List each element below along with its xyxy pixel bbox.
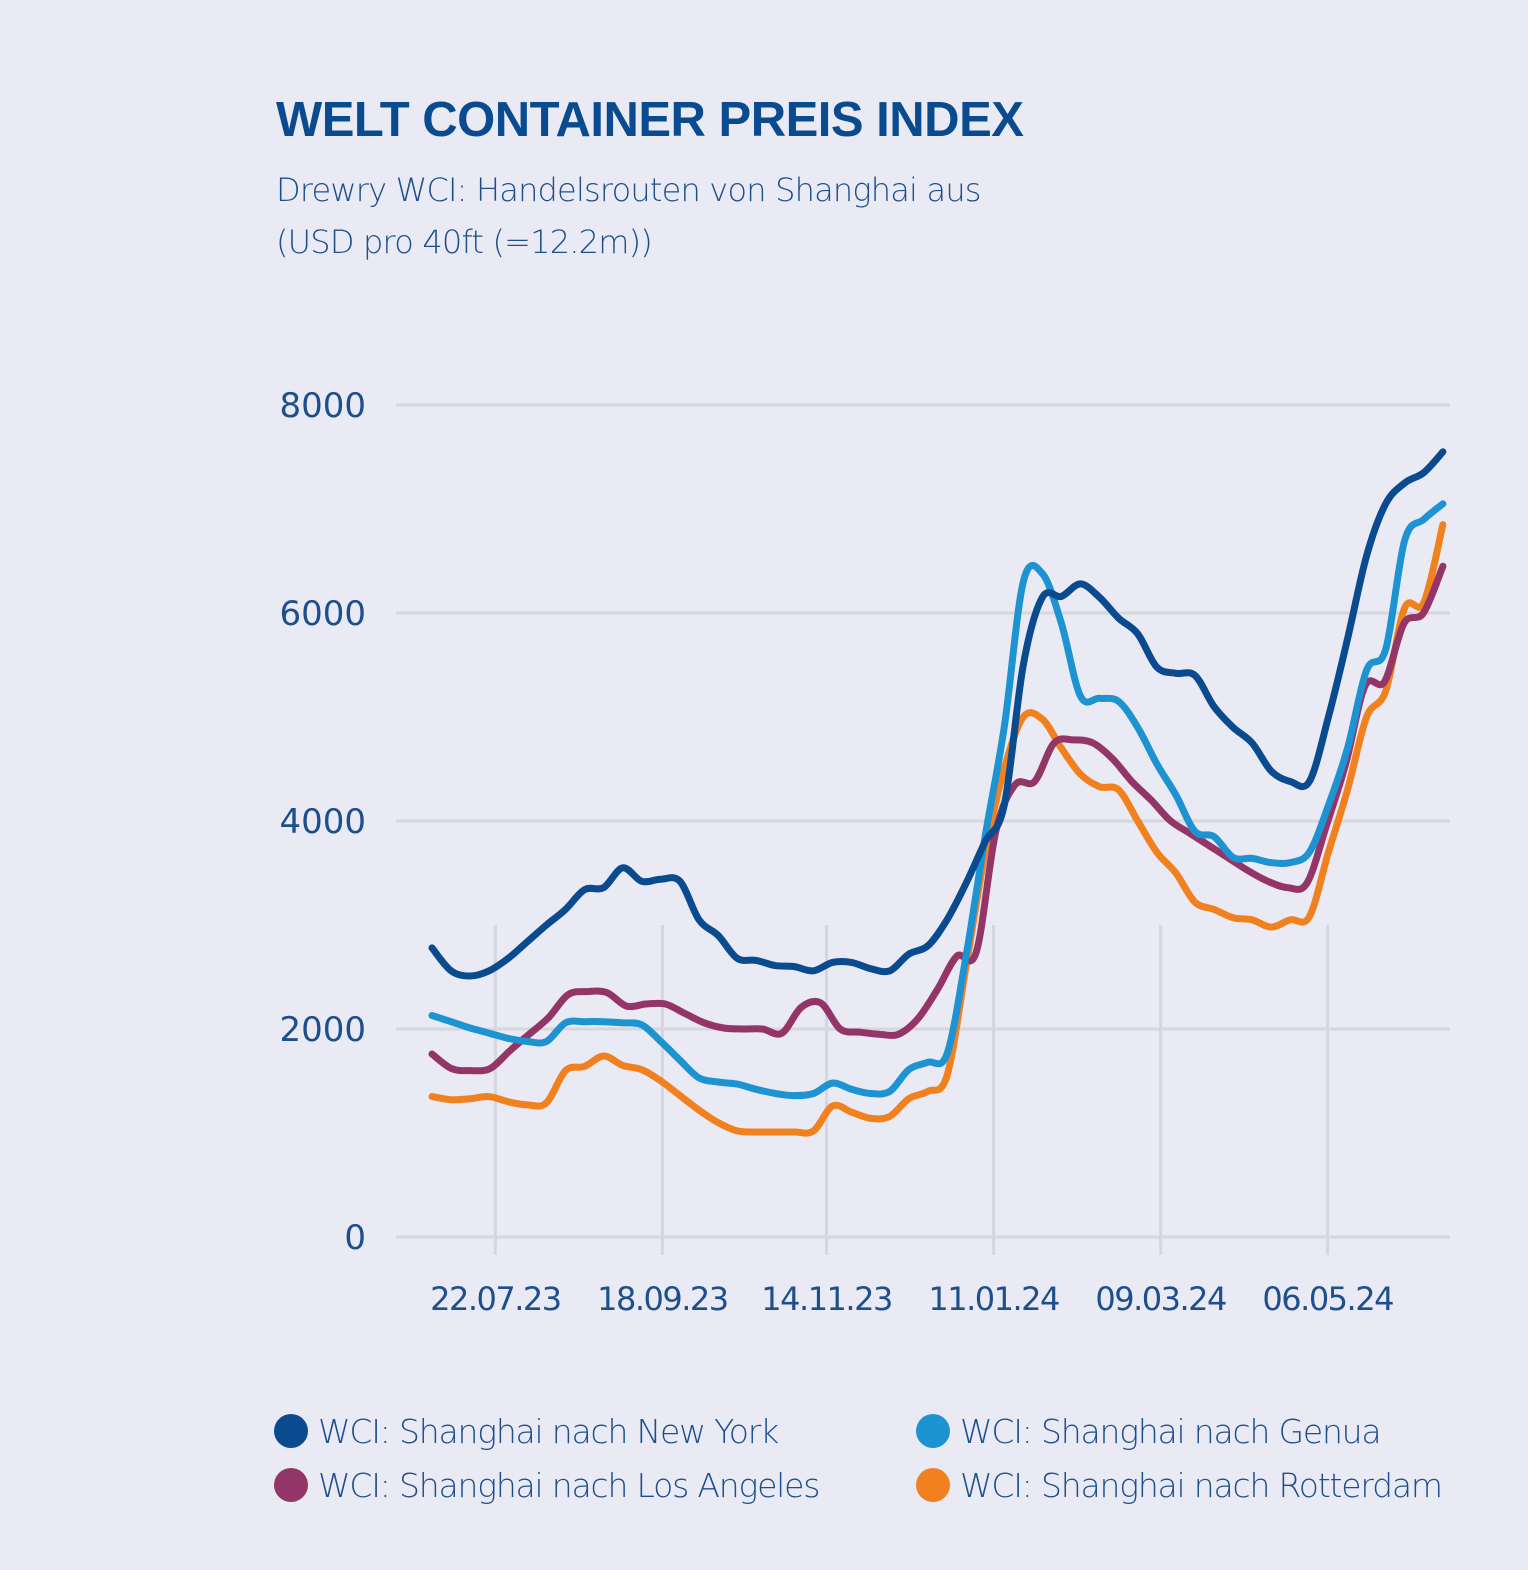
chart-subtitle: Drewry WCI: Handelsrouten von Shanghai a… xyxy=(276,164,981,268)
legend-item-genua[interactable]: WCI: Shanghai nach Genua xyxy=(916,1410,1516,1452)
y-tick-label: 8000 xyxy=(279,386,366,426)
horizontal-gridlines xyxy=(396,403,1450,1239)
x-tick-label: 22.07.23 xyxy=(430,1280,561,1318)
circle-icon xyxy=(916,1414,950,1448)
legend-item-rotterdam[interactable]: WCI: Shanghai nach Rotterdam xyxy=(916,1464,1516,1506)
legend-label: WCI: Shanghai nach New York xyxy=(318,1411,779,1451)
legend-item-new-york[interactable]: WCI: Shanghai nach New York xyxy=(274,1410,916,1452)
y-tick-label: 2000 xyxy=(279,1010,366,1050)
x-tick-label: 18.09.23 xyxy=(597,1280,728,1318)
legend: WCI: Shanghai nach New York WCI: Shangha… xyxy=(274,1410,1516,1506)
series-genua xyxy=(428,500,1447,1100)
series-lines xyxy=(428,448,1447,1137)
series-line xyxy=(428,448,1447,980)
x-tick-label: 14.11.23 xyxy=(761,1280,892,1318)
y-tick-label: 0 xyxy=(344,1218,366,1258)
series-line xyxy=(428,562,1447,1075)
legend-label: WCI: Shanghai nach Los Angeles xyxy=(318,1465,820,1505)
x-axis-labels: 22.07.23 18.09.23 14.11.23 11.01.24 09.03.24… xyxy=(430,1280,1394,1318)
legend-label: WCI: Shanghai nach Rotterdam xyxy=(960,1465,1443,1505)
series-line xyxy=(428,521,1447,1137)
y-tick-label: 6000 xyxy=(279,594,366,634)
series-rotterdam xyxy=(428,521,1447,1137)
subtitle-line-2: (USD pro 40ft (=12.2m)) xyxy=(276,223,653,261)
legend-item-los-angeles[interactable]: WCI: Shanghai nach Los Angeles xyxy=(274,1464,916,1506)
legend-label: WCI: Shanghai nach Genua xyxy=(960,1411,1382,1451)
x-tick-label: 11.01.24 xyxy=(928,1280,1059,1318)
series-los-angeles xyxy=(428,562,1447,1075)
circle-icon xyxy=(916,1468,950,1502)
series-new-york xyxy=(428,448,1447,980)
x-tick-label: 09.03.24 xyxy=(1095,1280,1226,1318)
circle-icon xyxy=(274,1468,308,1502)
circle-icon xyxy=(274,1414,308,1448)
subtitle-line-1: Drewry WCI: Handelsrouten von Shanghai a… xyxy=(276,171,981,209)
x-tick-label: 06.05.24 xyxy=(1262,1280,1393,1318)
y-axis-labels: 0 2000 4000 6000 8000 xyxy=(279,386,366,1258)
chart-title: WELT CONTAINER PREIS INDEX xyxy=(276,93,1024,147)
y-tick-label: 4000 xyxy=(279,802,366,842)
vertical-gridlines xyxy=(493,925,1330,1255)
series-line xyxy=(428,500,1447,1100)
